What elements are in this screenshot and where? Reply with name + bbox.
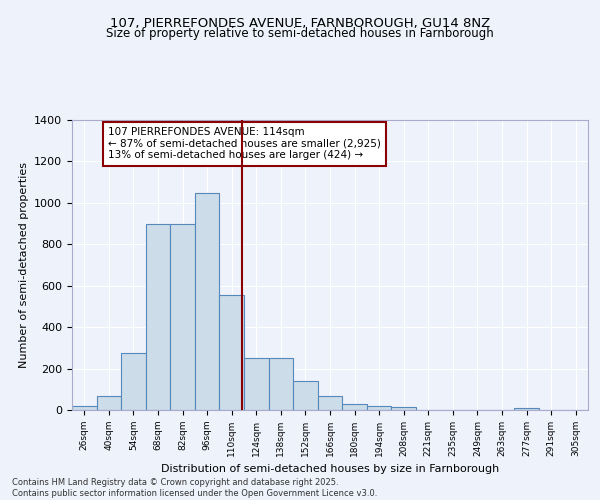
Y-axis label: Number of semi-detached properties: Number of semi-detached properties [19, 162, 29, 368]
Bar [146, 224, 170, 410]
Bar [367, 406, 391, 410]
Bar [318, 396, 342, 410]
Bar [514, 408, 539, 410]
Bar [220, 296, 244, 410]
Text: Size of property relative to semi-detached houses in Farnborough: Size of property relative to semi-detach… [106, 28, 494, 40]
Bar [342, 404, 367, 410]
Text: 107, PIERREFONDES AVENUE, FARNBOROUGH, GU14 8NZ: 107, PIERREFONDES AVENUE, FARNBOROUGH, G… [110, 18, 490, 30]
X-axis label: Distribution of semi-detached houses by size in Farnborough: Distribution of semi-detached houses by … [161, 464, 499, 474]
Bar [170, 224, 195, 410]
Bar [391, 407, 416, 410]
Bar [72, 406, 97, 410]
Bar [121, 353, 146, 410]
Bar [195, 193, 220, 410]
Bar [244, 358, 269, 410]
Bar [269, 358, 293, 410]
Text: 107 PIERREFONDES AVENUE: 114sqm
← 87% of semi-detached houses are smaller (2,925: 107 PIERREFONDES AVENUE: 114sqm ← 87% of… [108, 127, 381, 160]
Text: Contains HM Land Registry data © Crown copyright and database right 2025.
Contai: Contains HM Land Registry data © Crown c… [12, 478, 377, 498]
Bar [97, 396, 121, 410]
Bar [293, 381, 318, 410]
